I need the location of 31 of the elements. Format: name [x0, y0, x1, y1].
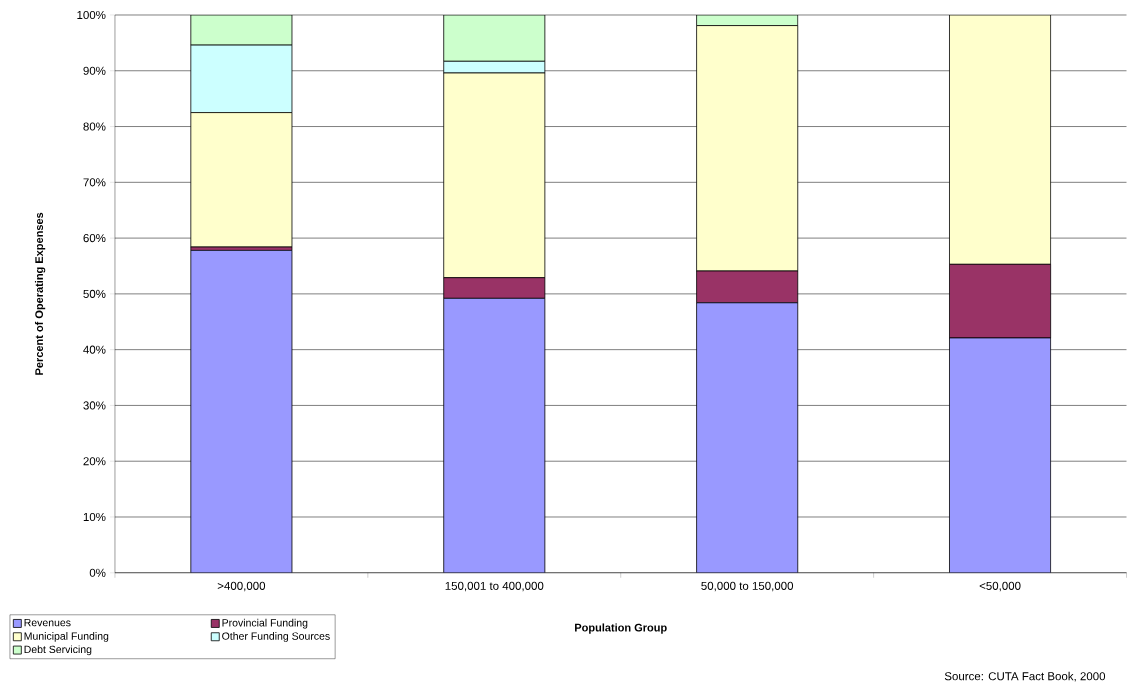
legend-label: Debt Servicing — [24, 645, 92, 656]
bar — [190, 112, 293, 248]
x-tick-label: 50,000 to 150,000 — [701, 581, 794, 592]
x-tick-label: <50,000 — [979, 581, 1021, 592]
y-tick-label: 30% — [83, 401, 106, 410]
legend-label: Provincial Funding — [222, 618, 308, 629]
bar — [949, 337, 1052, 573]
bar — [949, 15, 1052, 265]
y-tick-label: 80% — [83, 122, 106, 131]
y-tick-label: 90% — [83, 66, 106, 75]
bar — [443, 298, 546, 573]
y-tick-label: 20% — [83, 457, 106, 466]
source-note: Source: CUTA Fact Book, 2000 — [944, 671, 1106, 682]
bar — [696, 302, 799, 573]
x-axis-title: Population Group — [575, 623, 667, 634]
x-tick-label: 150,001 to 400,000 — [445, 581, 544, 592]
legend-label: Revenues — [24, 619, 71, 627]
legend-label: Other Funding Sources — [222, 632, 330, 643]
legend-label: Municipal Funding — [24, 632, 109, 643]
x-tick-label: >400,000 — [217, 581, 266, 592]
bar — [443, 72, 546, 279]
y-tick-label: 10% — [83, 513, 106, 522]
bar — [190, 250, 293, 573]
y-tick-label: 100% — [77, 11, 106, 20]
y-tick-label: 50% — [83, 289, 106, 299]
y-tick-label: 70% — [83, 178, 106, 187]
y-tick-label: 0% — [89, 568, 106, 577]
bar — [696, 25, 799, 272]
y-axis-title: Percent of Operating Expenses — [34, 212, 46, 375]
y-tick-label: 60% — [83, 234, 106, 243]
y-tick-label: 40% — [83, 345, 106, 354]
